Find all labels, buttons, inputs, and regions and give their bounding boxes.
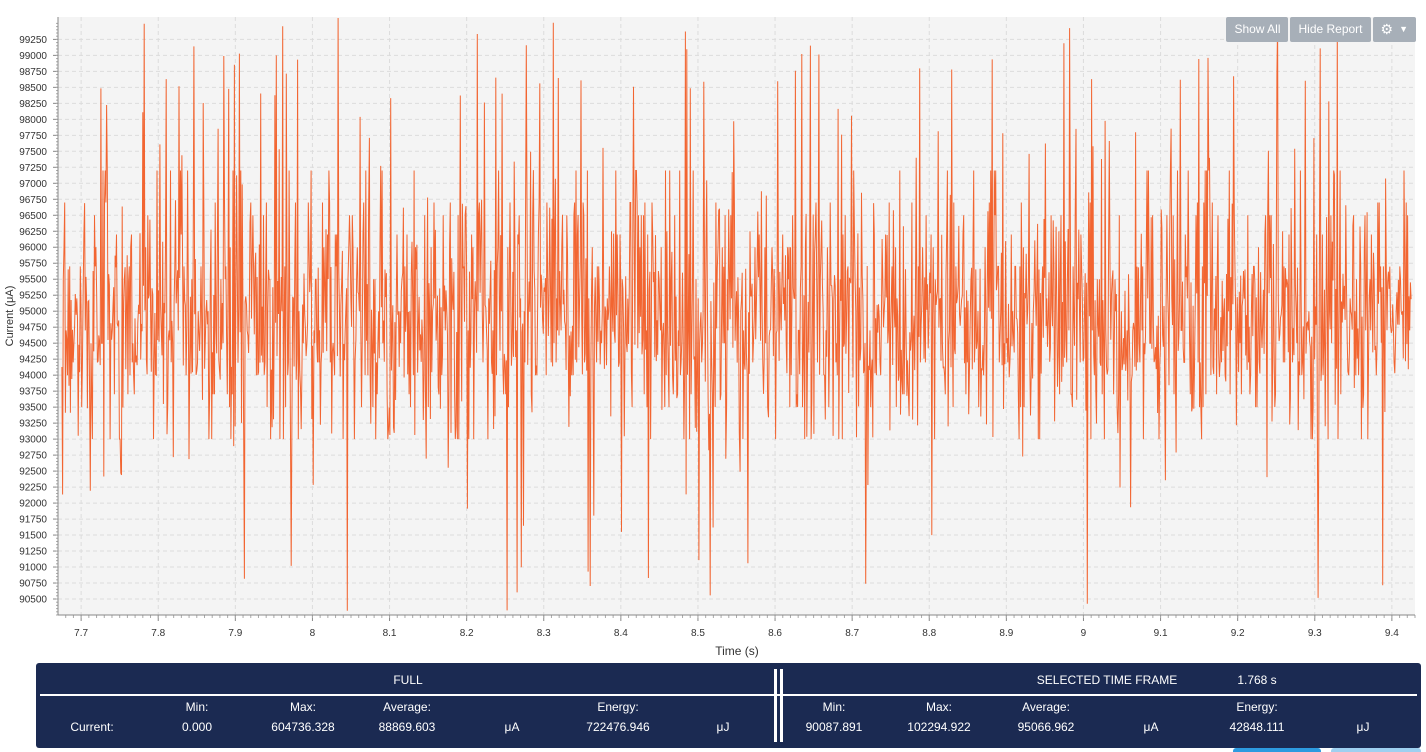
full-energy-value: 722476.946 xyxy=(586,720,650,734)
settings-button[interactable]: ⚙ ▼ xyxy=(1372,17,1416,42)
series-current xyxy=(61,17,1412,611)
x-tick-label: 7.8 xyxy=(151,628,165,639)
full-energy-label: Energy: xyxy=(597,700,639,714)
bottom-tab-primary[interactable] xyxy=(1233,748,1321,752)
x-tick-label: 8.2 xyxy=(460,628,474,639)
x-tick-label: 9.1 xyxy=(1154,628,1168,639)
hide-report-button[interactable]: Hide Report xyxy=(1290,17,1371,42)
y-tick-label: 96000 xyxy=(19,243,47,254)
x-tick-label: 7.9 xyxy=(228,628,242,639)
y-tick-label: 90750 xyxy=(19,579,47,590)
show-all-button[interactable]: Show All xyxy=(1226,17,1289,42)
series-line-current xyxy=(61,17,1412,611)
y-tick-label: 98250 xyxy=(19,99,47,110)
selected-min-value: 90087.891 xyxy=(805,720,863,734)
selected-average-value: 95066.962 xyxy=(1017,720,1075,734)
y-tick-label: 90500 xyxy=(19,595,47,606)
y-tick-label: 93500 xyxy=(19,403,47,414)
full-min-label: Min: xyxy=(185,700,209,714)
x-tick-label: 9.4 xyxy=(1385,628,1399,639)
y-tick-label: 97250 xyxy=(19,163,47,174)
x-tick-label: 8.7 xyxy=(845,628,859,639)
selected-energy-unit: μJ xyxy=(1356,720,1370,734)
full-energy-unit: μJ xyxy=(716,720,730,734)
x-tick-label: 7.7 xyxy=(74,628,88,639)
y-tick-label: 93750 xyxy=(19,387,47,398)
y-tick-label: 91250 xyxy=(19,547,47,558)
x-tick-label: 8.8 xyxy=(922,628,936,639)
x-tick-label: 9.2 xyxy=(1231,628,1245,639)
caret-down-icon: ▼ xyxy=(1399,24,1408,34)
y-tick-label: 99250 xyxy=(19,35,47,46)
y-tick-label: 92000 xyxy=(19,499,47,510)
x-axis: 7.7 7.8 7.9 8 8.1 8.2 8.3 8.4 8.5 8.6 8.7 8.8 8.9 9 9.… xyxy=(58,614,1416,639)
y-tick-label: 98500 xyxy=(19,83,47,94)
y-tick-label: 95500 xyxy=(19,275,47,286)
y-axis: 90500 90750 91000 91250 91500 91750 92000 92250… xyxy=(19,17,59,616)
y-tick-label: 98750 xyxy=(19,67,47,78)
x-tick-label: 8.9 xyxy=(999,628,1013,639)
y-tick-label: 99000 xyxy=(19,51,47,62)
y-tick-label: 97000 xyxy=(19,179,47,190)
y-tick-label: 93000 xyxy=(19,435,47,446)
selected-average-label: Average: xyxy=(1022,700,1070,714)
selected-max-label: Max: xyxy=(925,700,953,714)
bottom-tab-secondary[interactable] xyxy=(1331,748,1421,752)
full-average-value: 88869.603 xyxy=(378,720,436,734)
y-tick-label: 94000 xyxy=(19,371,47,382)
y-tick-label: 95000 xyxy=(19,307,47,318)
selected-title: SELECTED TIME FRAME xyxy=(1036,673,1178,687)
y-tick-label: 96750 xyxy=(19,195,47,206)
full-max-label: Max: xyxy=(289,700,317,714)
y-axis-title: Current (μA) xyxy=(4,286,16,347)
full-average-label: Average: xyxy=(383,700,431,714)
y-tick-label: 94250 xyxy=(19,355,47,366)
full-average-unit: μA xyxy=(504,720,520,734)
x-tick-label: 8.5 xyxy=(691,628,705,639)
y-tick-label: 94500 xyxy=(19,339,47,350)
full-title: FULL xyxy=(393,673,423,687)
report-splitter-left[interactable] xyxy=(774,669,777,742)
report-panel: FULL SELECTED TIME FRAME 1.768 s Current… xyxy=(36,663,1421,748)
x-tick-label: 8.3 xyxy=(537,628,551,639)
report-divider xyxy=(40,694,1417,696)
y-tick-label: 92750 xyxy=(19,451,47,462)
x-tick-label: 8.1 xyxy=(383,628,397,639)
y-tick-label: 96250 xyxy=(19,227,47,238)
y-tick-label: 96500 xyxy=(19,211,47,222)
y-tick-label: 97750 xyxy=(19,131,47,142)
y-tick-label: 91500 xyxy=(19,531,47,542)
selected-energy-value: 42848.111 xyxy=(1229,720,1285,734)
y-tick-label: 91750 xyxy=(19,515,47,526)
y-tick-label: 97500 xyxy=(19,147,47,158)
current-chart[interactable]: 90500 90750 91000 91250 91500 91750 92000 92250… xyxy=(0,0,1426,660)
x-tick-label: 8 xyxy=(310,628,316,639)
x-tick-label: 8.4 xyxy=(614,628,628,639)
chart-toolbar: Show All Hide Report ⚙ ▼ xyxy=(1226,17,1416,42)
x-tick-label: 9 xyxy=(1081,628,1087,639)
y-tick-label: 93250 xyxy=(19,419,47,430)
x-tick-label: 8.6 xyxy=(768,628,782,639)
y-tick-label: 91000 xyxy=(19,563,47,574)
selected-average-unit: μA xyxy=(1143,720,1159,734)
y-tick-label: 94750 xyxy=(19,323,47,334)
y-tick-label: 95750 xyxy=(19,259,47,270)
y-tick-label: 95250 xyxy=(19,291,47,302)
full-min-value: 0.000 xyxy=(181,720,213,734)
selected-duration: 1.768 s xyxy=(1237,673,1277,687)
y-tick-label: 92250 xyxy=(19,483,47,494)
y-tick-label: 92500 xyxy=(19,467,47,478)
report-splitter-right[interactable] xyxy=(780,669,783,742)
selected-min-label: Min: xyxy=(822,700,846,714)
x-tick-label: 9.3 xyxy=(1308,628,1322,639)
x-axis-title: Time (s) xyxy=(715,644,759,658)
selected-energy-label: Energy: xyxy=(1236,700,1278,714)
full-max-value: 604736.328 xyxy=(271,720,335,734)
selected-max-value: 102294.922 xyxy=(907,720,971,734)
y-tick-label: 98000 xyxy=(19,115,47,126)
current-row-label: Current: xyxy=(70,720,114,734)
gear-icon: ⚙ xyxy=(1380,21,1394,37)
